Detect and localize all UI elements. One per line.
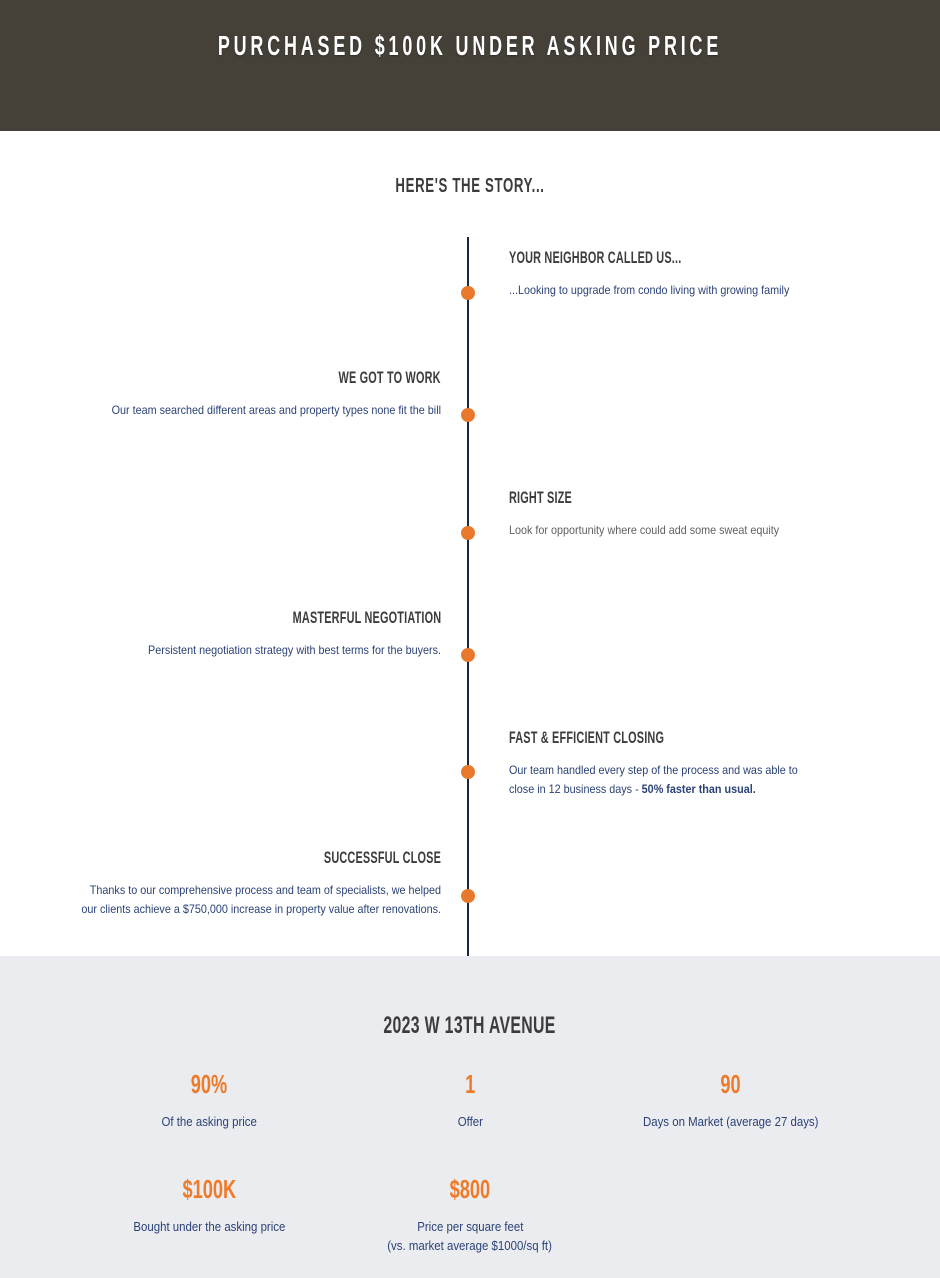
timeline-entry: YOUR NEIGHBOR CALLED US... ...Looking to… xyxy=(509,248,854,300)
timeline-dot xyxy=(461,765,475,779)
timeline-dot xyxy=(461,889,475,903)
stat-value: 1 xyxy=(464,1069,476,1099)
timeline-entry: WE GOT TO WORK Our team searched differe… xyxy=(41,368,441,420)
story-title-wrap: HERE'S THE STORY... xyxy=(0,131,940,198)
story-section-title: HERE'S THE STORY... xyxy=(395,175,545,197)
entry-heading: YOUR NEIGHBOR CALLED US... xyxy=(509,248,682,267)
stat-value: 90% xyxy=(191,1069,228,1099)
stat-value: 90 xyxy=(720,1069,741,1099)
entry-heading: MASTERFUL NEGOTIATION xyxy=(292,608,441,627)
timeline-entry: MASTERFUL NEGOTIATION Persistent negotia… xyxy=(41,608,441,660)
timeline-dot xyxy=(461,526,475,540)
entry-body: Thanks to our comprehensive process and … xyxy=(81,883,441,916)
timeline-entry: FAST & EFFICIENT CLOSING Our team handle… xyxy=(509,728,854,799)
entry-heading: FAST & EFFICIENT CLOSING xyxy=(509,728,665,747)
hero-banner: PURCHASED $100K UNDER ASKING PRICE xyxy=(0,0,940,131)
stat-asking-price: 90% Of the asking price xyxy=(79,1070,340,1131)
story-section: HERE'S THE STORY... YOUR NEIGHBOR CALLED… xyxy=(0,131,940,956)
entry-body-text: Our team handled every step of the proce… xyxy=(509,763,798,796)
stat-value: $100K xyxy=(182,1174,237,1204)
stat-offers: 1 Offer xyxy=(340,1070,601,1131)
stat-price-per-sqft: $800 Price per square feet (vs. market a… xyxy=(340,1175,601,1255)
entry-body-bold-text: 50% faster than usual. xyxy=(641,782,756,796)
property-stats-section: 2023 W 13TH AVENUE 90% Of the asking pri… xyxy=(0,956,940,1278)
stat-days-on-market: 90 Days on Market (average 27 days) xyxy=(600,1070,861,1131)
stats-row-1: 90% Of the asking price 1 Offer 90 Days … xyxy=(79,1070,861,1131)
stat-label: Days on Market (average 27 days) xyxy=(642,1114,819,1129)
entry-heading: RIGHT SIZE xyxy=(509,488,572,507)
entry-body: Our team searched different areas and pr… xyxy=(111,403,441,417)
stat-label: Of the asking price xyxy=(161,1114,258,1129)
property-title: 2023 W 13TH AVENUE xyxy=(383,1012,557,1039)
timeline-entry: SUCCESSFUL CLOSE Thanks to our comprehen… xyxy=(41,848,441,919)
stat-value: $800 xyxy=(449,1174,491,1204)
page-title: PURCHASED $100K UNDER ASKING PRICE xyxy=(217,30,723,61)
timeline-entry: RIGHT SIZE Look for opportunity where co… xyxy=(509,488,854,540)
stat-label: Offer xyxy=(457,1114,483,1129)
timeline-dot xyxy=(461,648,475,662)
stat-sublabel: (vs. market average $1000/sq ft) xyxy=(387,1238,553,1253)
timeline-line xyxy=(467,237,469,956)
stats-title-wrap: 2023 W 13TH AVENUE xyxy=(0,1012,940,1040)
stat-empty-cell xyxy=(600,1175,861,1255)
stat-under-asking: $100K Bought under the asking price xyxy=(79,1175,340,1255)
stat-label: Price per square feet xyxy=(416,1219,524,1234)
entry-heading: WE GOT TO WORK xyxy=(338,368,441,387)
timeline-dot xyxy=(461,408,475,422)
entry-body: Our team handled every step of the proce… xyxy=(509,761,820,799)
entry-body: Persistent negotiation strategy with bes… xyxy=(148,643,441,657)
timeline-dot xyxy=(461,286,475,300)
entry-body: Look for opportunity where could add som… xyxy=(509,523,780,537)
entry-body: ...Looking to upgrade from condo living … xyxy=(509,283,790,297)
entry-heading: SUCCESSFUL CLOSE xyxy=(323,848,441,867)
stats-row-2: $100K Bought under the asking price $800… xyxy=(79,1175,861,1255)
stat-label: Bought under the asking price xyxy=(133,1219,286,1234)
